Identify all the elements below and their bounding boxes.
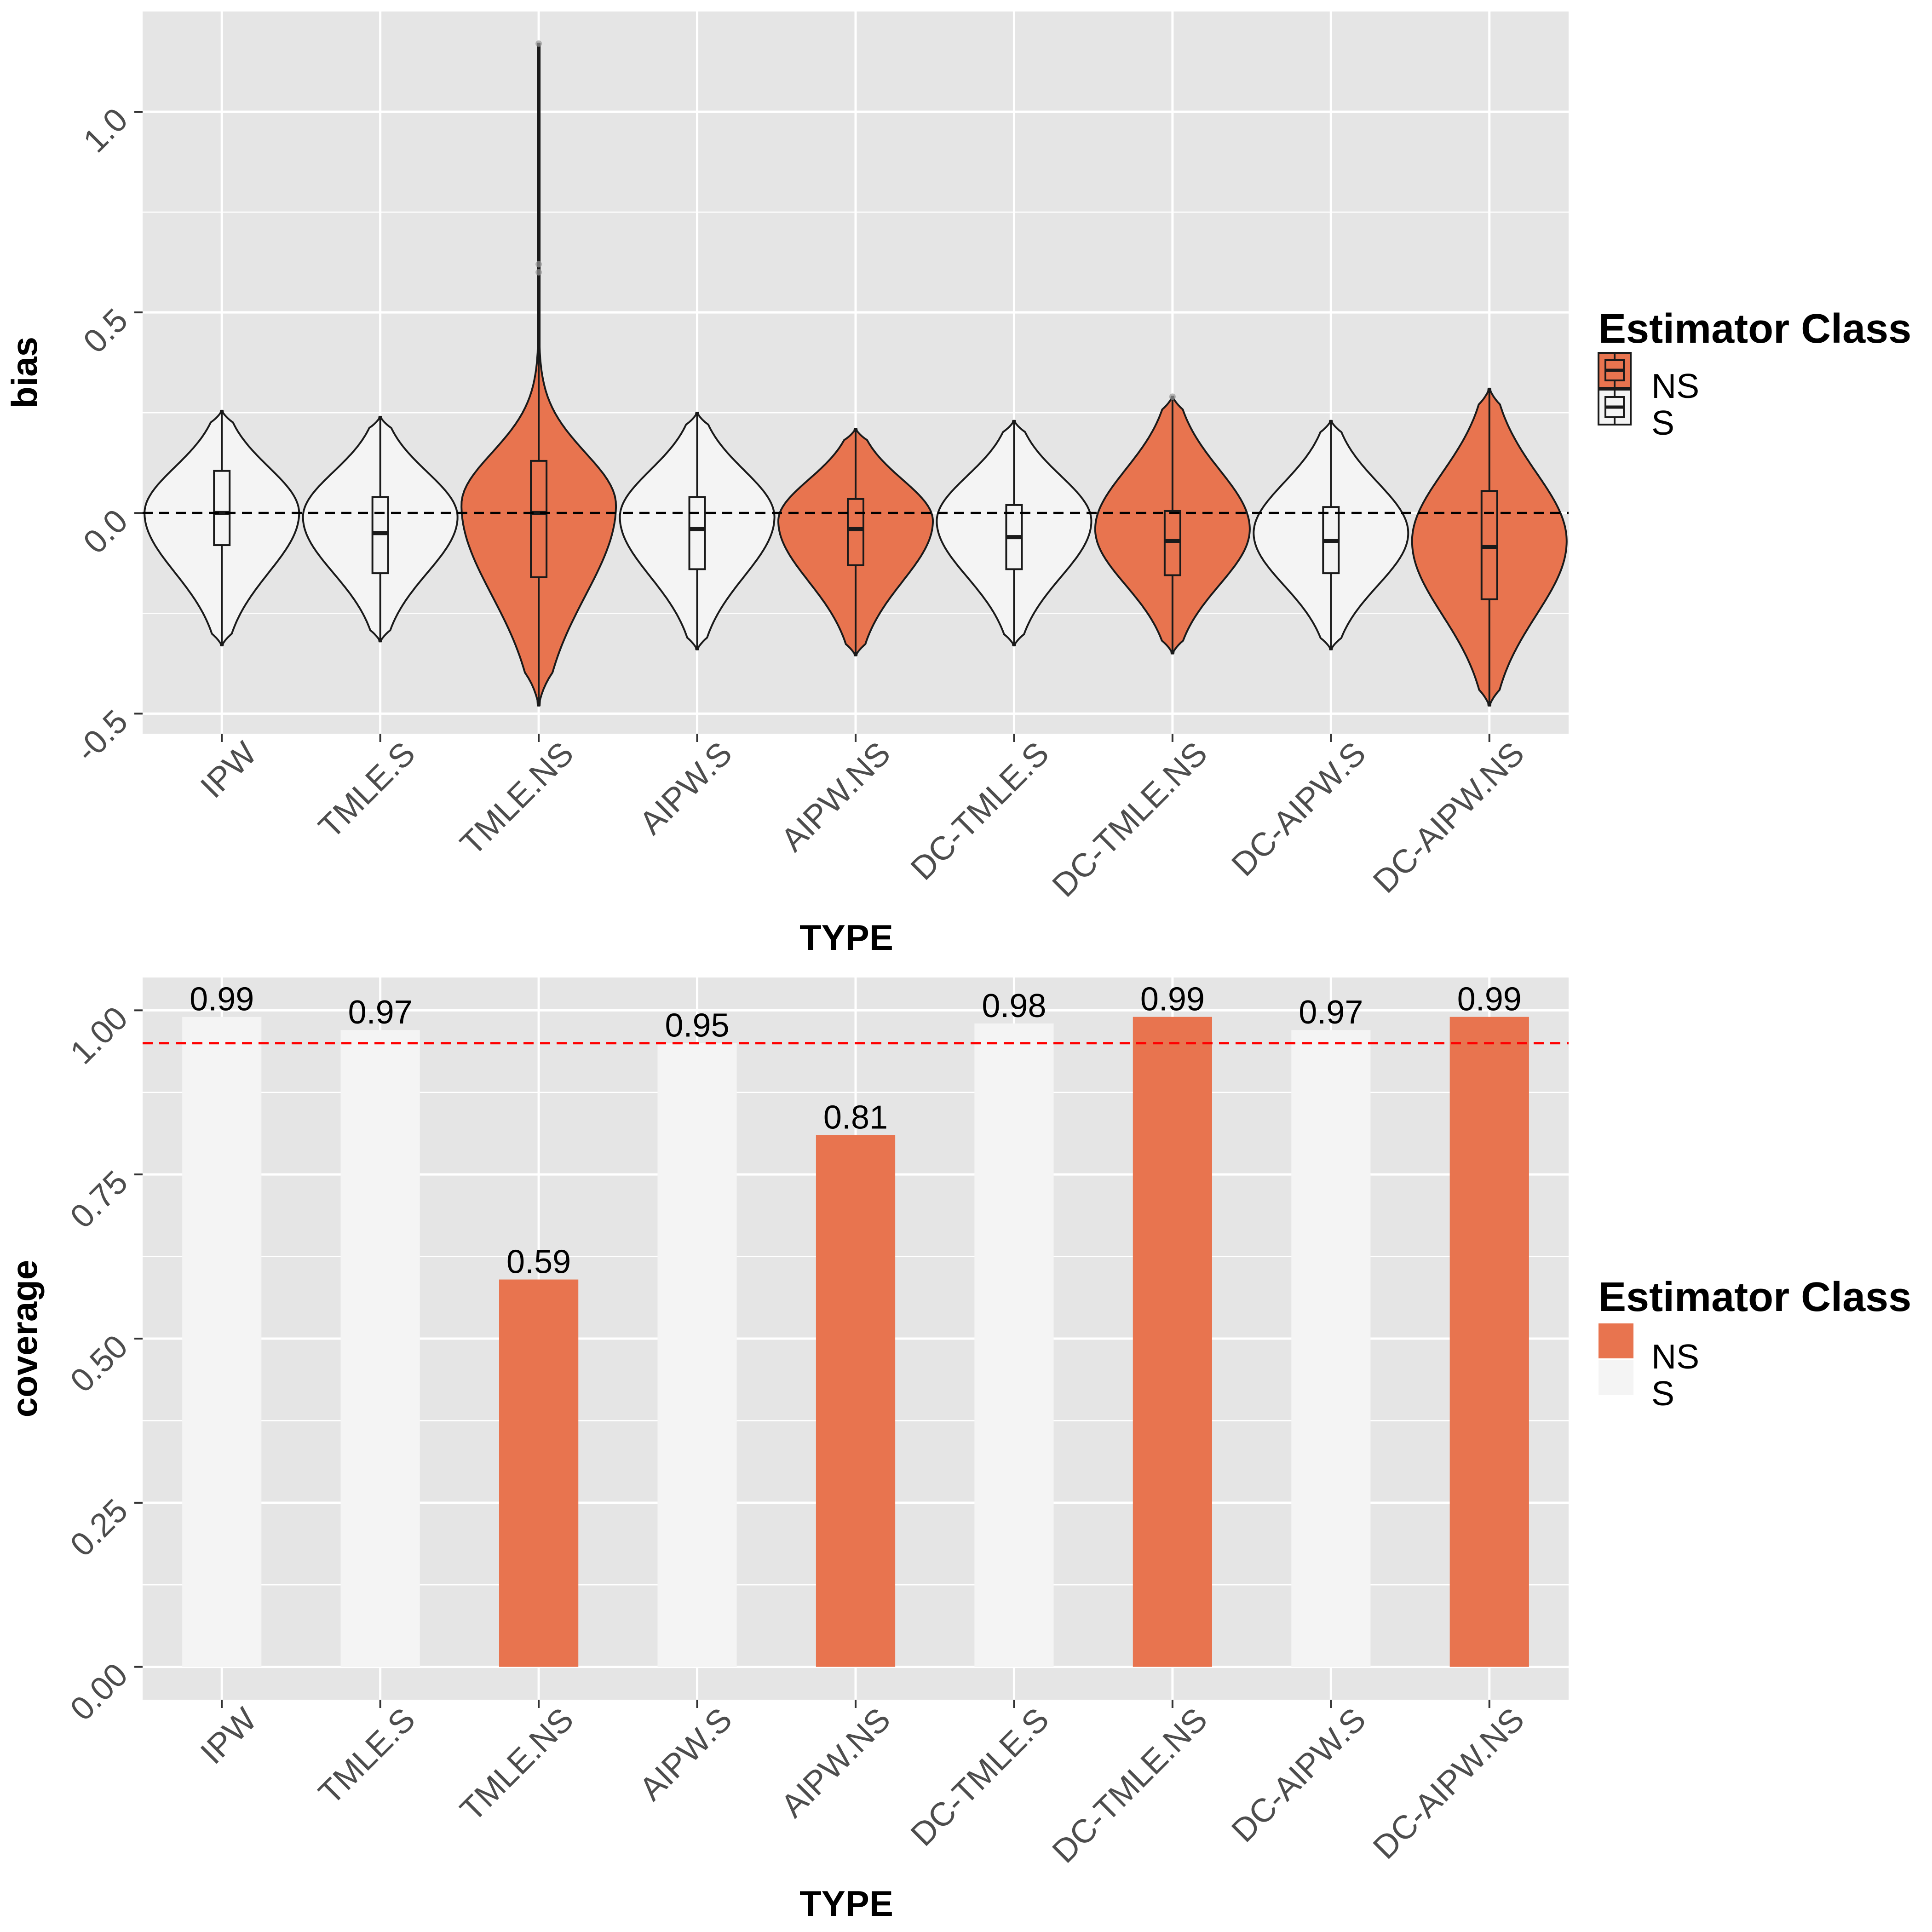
y-axis-title-bias: bias xyxy=(4,337,45,408)
legend-key-ns-bias xyxy=(1598,352,1632,389)
bar-value-label: 0.99 xyxy=(1140,981,1205,1018)
bar-aipw-ns xyxy=(816,1135,896,1667)
x-tick-label-aipw-ns: AIPW.NS xyxy=(774,1701,898,1825)
bias-violin-chart: -0.5 0.0 0.5 1.0 IPW TMLE.S TMLE.NS AIPW.S AIPW… xyxy=(4,12,1911,958)
bar-group-tmle-s: 0.97 xyxy=(340,994,420,1667)
x-tick-label-dc-tmle-ns: DC-TMLE.NS xyxy=(1045,735,1214,904)
outlier-point xyxy=(535,261,542,268)
bar-dc-tmle-ns xyxy=(1133,1017,1212,1667)
y-tick-label: 0.25 xyxy=(63,1492,135,1564)
legend-title-coverage: Estimator Class xyxy=(1598,1274,1911,1320)
violin-dc-aipw-ns xyxy=(1411,387,1568,707)
y-tick-label: 1.0 xyxy=(76,101,135,160)
violin-aipw-s xyxy=(619,412,776,650)
x-tick-label-dc-aipw-s: DC-AIPW.S xyxy=(1225,735,1373,883)
bar-value-label: 0.98 xyxy=(982,988,1046,1024)
legend-label-s-bias: S xyxy=(1651,403,1674,442)
legend-label-ns-bias: NS xyxy=(1651,367,1699,405)
x-tick-label-dc-aipw-ns: DC-AIPW.NS xyxy=(1366,735,1531,900)
x-axis-bias: IPW TMLE.S TMLE.NS AIPW.S AIPW.NS DC-TMLE.SDC… xyxy=(194,734,1531,904)
legend-bias: Estimator Class NS S xyxy=(1598,306,1911,442)
x-tick-label-dc-tmle-ns: DC-TMLE.NS xyxy=(1045,1701,1214,1870)
x-tick-label-dc-tmle-s: DC-TMLE.S xyxy=(904,735,1056,887)
bar-value-label: 0.59 xyxy=(506,1244,571,1281)
y-tick-label: -0.5 xyxy=(69,703,135,769)
legend-key-ns-coverage xyxy=(1598,1323,1633,1358)
box-iqr xyxy=(530,460,548,578)
bar-value-label: 0.99 xyxy=(1457,981,1522,1018)
x-axis-title-bias: TYPE xyxy=(799,917,893,958)
y-axis-title-coverage: coverage xyxy=(4,1260,45,1418)
x-tick-label-aipw-s: AIPW.S xyxy=(632,735,739,842)
x-axis-coverage: IPW TMLE.S TMLE.NS AIPW.S AIPW.NS DC-TMLE.SDC… xyxy=(194,1700,1531,1870)
legend-coverage: Estimator Class NS S xyxy=(1598,1274,1911,1413)
bar-group-dc-tmle-ns: 0.99 xyxy=(1133,981,1212,1667)
bar-value-label: 0.81 xyxy=(823,1099,888,1136)
legend-title-bias: Estimator Class xyxy=(1598,306,1911,352)
outlier-point xyxy=(535,40,542,47)
y-tick-label: 0.5 xyxy=(76,302,135,360)
violin-aipw-ns xyxy=(777,428,934,656)
y-axis-bias: -0.5 0.0 0.5 1.0 xyxy=(69,101,143,769)
bar-dc-aipw-ns xyxy=(1449,1017,1529,1667)
bar-group-ipw: 0.99 xyxy=(182,981,262,1667)
x-tick-label-dc-tmle-s: DC-TMLE.S xyxy=(904,1701,1056,1853)
bar-group-dc-aipw-ns: 0.99 xyxy=(1449,981,1529,1667)
x-tick-label-dc-aipw-ns: DC-AIPW.NS xyxy=(1366,1701,1531,1866)
legend-label-s-coverage: S xyxy=(1651,1374,1674,1413)
y-tick-label: 0.75 xyxy=(63,1164,135,1236)
legend-key-s-bias xyxy=(1598,389,1632,426)
violin-ipw xyxy=(144,409,300,647)
legend-label-ns-coverage: NS xyxy=(1651,1337,1699,1376)
x-tick-label-ipw: IPW xyxy=(194,735,264,805)
violin-dc-tmle-s xyxy=(936,420,1092,647)
bar-value-label: 0.97 xyxy=(1299,994,1363,1031)
bar-value-label: 0.95 xyxy=(665,1007,729,1044)
legend-key-s-coverage xyxy=(1598,1360,1633,1395)
bar-value-label: 0.99 xyxy=(190,981,254,1018)
bar-tmle-ns xyxy=(499,1279,579,1667)
y-tick-label: 0.00 xyxy=(63,1656,135,1728)
x-tick-label-tmle-s: TMLE.S xyxy=(312,735,422,845)
violin-tmle-s xyxy=(302,415,459,643)
bar-group-tmle-ns: 0.59 xyxy=(499,1244,579,1667)
x-tick-label-tmle-s: TMLE.S xyxy=(312,1701,422,1811)
y-tick-label: 0.50 xyxy=(63,1328,135,1400)
x-tick-label-tmle-ns: TMLE.NS xyxy=(453,1701,581,1828)
x-axis-title-coverage: TYPE xyxy=(799,1883,893,1924)
bar-value-label: 0.97 xyxy=(348,994,413,1031)
bar-ipw xyxy=(182,1017,262,1667)
violin-dc-tmle-ns xyxy=(1094,393,1251,655)
box-iqr xyxy=(847,498,864,566)
coverage-bar-chart: 0.99 0.97 0.59 0.95 0.81 0.98 0.99 0.97 0.99 0.0… xyxy=(4,978,1911,1924)
violins-layer xyxy=(144,40,1568,707)
box-iqr xyxy=(213,470,231,546)
bar-group-dc-aipw-s: 0.97 xyxy=(1291,994,1371,1667)
x-tick-label-dc-aipw-s: DC-AIPW.S xyxy=(1225,1701,1373,1849)
bar-dc-aipw-s xyxy=(1291,1030,1371,1667)
violin-dc-aipw-s xyxy=(1253,420,1409,650)
outlier-point xyxy=(1169,393,1176,400)
bars-layer: 0.99 0.97 0.59 0.95 0.81 0.98 0.99 0.97 0.99 xyxy=(182,981,1529,1667)
outlier-point xyxy=(535,269,542,276)
y-tick-label: 1.00 xyxy=(63,1000,135,1071)
bar-group-aipw-ns: 0.81 xyxy=(816,1099,896,1667)
x-tick-label-ipw: IPW xyxy=(194,1701,264,1771)
x-tick-label-aipw-s: AIPW.S xyxy=(632,1701,739,1808)
bar-tmle-s xyxy=(340,1030,420,1667)
box-iqr xyxy=(688,496,706,570)
y-axis-coverage: 0.00 0.25 0.50 0.75 1.00 xyxy=(63,1000,143,1728)
bar-group-aipw-s: 0.95 xyxy=(657,1007,737,1667)
bar-group-dc-tmle-s: 0.98 xyxy=(974,988,1054,1667)
x-tick-label-aipw-ns: AIPW.NS xyxy=(774,735,898,859)
bar-dc-tmle-s xyxy=(974,1023,1054,1667)
bar-aipw-s xyxy=(657,1043,737,1667)
x-tick-label-tmle-ns: TMLE.NS xyxy=(453,735,581,862)
y-tick-label: 0.0 xyxy=(76,502,135,561)
